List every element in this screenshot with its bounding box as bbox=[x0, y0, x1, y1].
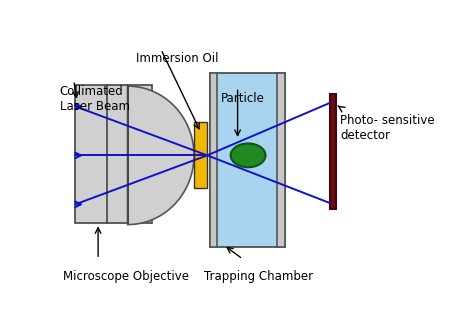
Text: Photo- sensitive
detector: Photo- sensitive detector bbox=[341, 113, 435, 142]
Bar bbox=[194, 122, 207, 188]
Text: Trapping Chamber: Trapping Chamber bbox=[204, 270, 313, 283]
Bar bbox=[277, 73, 285, 247]
Bar bbox=[210, 73, 285, 247]
Circle shape bbox=[231, 144, 266, 167]
Bar bbox=[210, 73, 217, 247]
Text: Particle: Particle bbox=[221, 92, 265, 105]
Text: Microscope Objective: Microscope Objective bbox=[63, 270, 189, 283]
Polygon shape bbox=[128, 86, 194, 224]
Text: Immersion Oil: Immersion Oil bbox=[136, 51, 219, 64]
Bar bbox=[330, 95, 336, 209]
Bar bbox=[76, 85, 152, 224]
Text: Collimated
Laser Beam: Collimated Laser Beam bbox=[60, 85, 130, 113]
